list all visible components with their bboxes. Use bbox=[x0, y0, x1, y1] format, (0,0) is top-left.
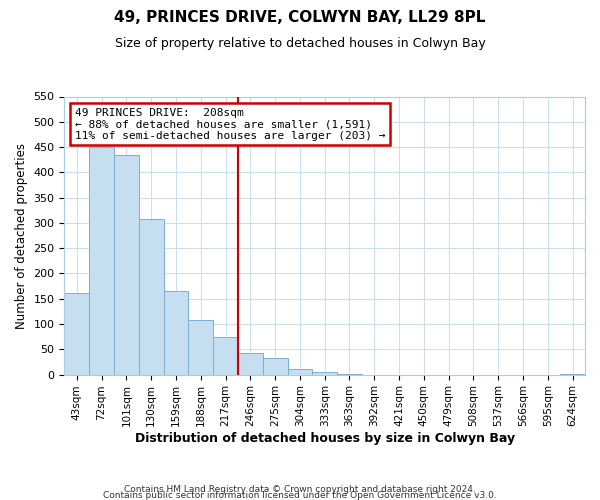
Text: Contains public sector information licensed under the Open Government Licence v3: Contains public sector information licen… bbox=[103, 490, 497, 500]
Bar bbox=[188, 320, 213, 374]
Text: 49 PRINCES DRIVE:  208sqm
← 88% of detached houses are smaller (1,591)
11% of se: 49 PRINCES DRIVE: 208sqm ← 88% of detach… bbox=[75, 108, 385, 141]
X-axis label: Distribution of detached houses by size in Colwyn Bay: Distribution of detached houses by size … bbox=[134, 432, 515, 445]
Text: Size of property relative to detached houses in Colwyn Bay: Size of property relative to detached ho… bbox=[115, 38, 485, 51]
Bar bbox=[64, 292, 89, 374]
Bar bbox=[213, 336, 238, 374]
Y-axis label: Number of detached properties: Number of detached properties bbox=[15, 142, 28, 328]
Bar bbox=[114, 154, 139, 374]
Bar bbox=[238, 353, 263, 374]
Bar bbox=[287, 368, 313, 374]
Text: Contains HM Land Registry data © Crown copyright and database right 2024.: Contains HM Land Registry data © Crown c… bbox=[124, 484, 476, 494]
Bar bbox=[164, 291, 188, 374]
Bar bbox=[313, 372, 337, 374]
Bar bbox=[263, 358, 287, 374]
Bar bbox=[89, 147, 114, 374]
Bar bbox=[139, 219, 164, 374]
Text: 49, PRINCES DRIVE, COLWYN BAY, LL29 8PL: 49, PRINCES DRIVE, COLWYN BAY, LL29 8PL bbox=[115, 10, 485, 25]
